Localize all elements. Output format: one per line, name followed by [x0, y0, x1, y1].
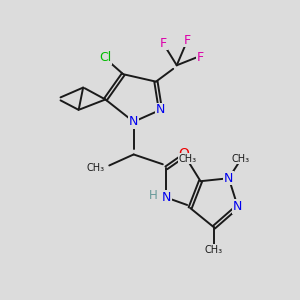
Text: N: N — [156, 103, 165, 116]
Text: CH₃: CH₃ — [205, 244, 223, 255]
Text: F: F — [196, 51, 203, 64]
Text: F: F — [184, 34, 191, 46]
Text: N: N — [224, 172, 233, 185]
Text: N: N — [162, 191, 171, 204]
Text: N: N — [129, 115, 138, 128]
Text: O: O — [179, 148, 190, 161]
Text: CH₃: CH₃ — [178, 154, 196, 164]
Text: F: F — [160, 37, 167, 50]
Text: CH₃: CH₃ — [86, 163, 104, 173]
Text: H: H — [148, 189, 157, 202]
Text: CH₃: CH₃ — [232, 154, 250, 164]
Text: N: N — [233, 200, 242, 213]
Text: Cl: Cl — [99, 51, 112, 64]
